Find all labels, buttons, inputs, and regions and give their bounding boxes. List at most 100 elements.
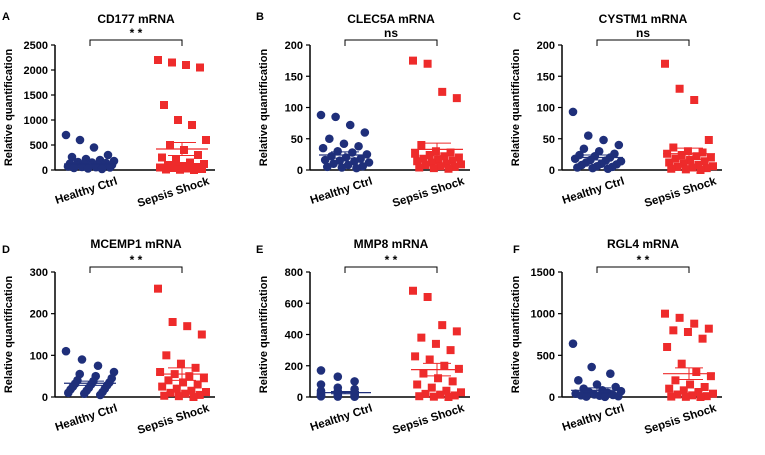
- panel-a-title: CD177 mRNA: [97, 12, 175, 26]
- panel-c-point-sepsis: [677, 151, 686, 159]
- panel-f-point-sepsis: [681, 392, 690, 401]
- panel-b-point-healthy: [354, 141, 363, 151]
- panel-f-point-sepsis: [673, 390, 682, 399]
- panel-e-point-sepsis: [411, 352, 420, 361]
- panel-f-point-sepsis: [692, 368, 701, 376]
- panel-b-point-sepsis: [448, 156, 457, 165]
- panel-d-ytick-label: 200: [30, 309, 48, 321]
- panel-a-ylabel: Relative quantification: [3, 49, 15, 167]
- panel-c-category-label: Healthy Ctrl: [561, 175, 626, 206]
- panel-b-point-sepsis: [436, 162, 445, 171]
- panel-f-ytick-label: 500: [537, 350, 555, 362]
- panel-f-point-healthy: [568, 339, 578, 348]
- panel-c-point-healthy: [573, 163, 582, 172]
- panel-a-point-healthy: [89, 143, 99, 152]
- panel-b-point-sepsis: [442, 159, 451, 168]
- panel-e-point-sepsis: [415, 392, 424, 401]
- panel-f-category-label: Healthy Ctrl: [561, 402, 626, 433]
- panel-c-point-sepsis: [709, 162, 717, 171]
- panel-d-point-sepsis: [197, 330, 206, 339]
- panel-c-point-healthy: [599, 135, 608, 145]
- panel-c-point-sepsis: [704, 136, 713, 144]
- panel-d-point-sepsis: [183, 322, 192, 331]
- panel-b-point-sepsis: [411, 149, 420, 158]
- panel-e-point-sepsis: [457, 388, 465, 397]
- panel-e-point-sepsis: [450, 391, 459, 400]
- panel-b-ytick-label: 0: [297, 165, 303, 177]
- panel-f-point-sepsis: [686, 380, 695, 389]
- panel-e-ytick-label: 600: [285, 298, 303, 310]
- panel-d-title: MCEMP1 mRNA: [90, 237, 182, 251]
- panel-d-ytick-label: 300: [30, 267, 48, 279]
- panel-c-ytick-label: 150: [537, 71, 555, 83]
- panel-e-point-sepsis: [421, 389, 430, 398]
- panel-b-point-sepsis: [431, 147, 440, 156]
- panel-b-point-healthy: [360, 128, 370, 137]
- panel-c-point-sepsis: [679, 159, 688, 168]
- panel-b-category-label: Healthy Ctrl: [309, 175, 374, 206]
- panel-d-point-sepsis: [195, 390, 204, 399]
- panel-a-ytick-label: 2000: [24, 65, 48, 77]
- panel-f-point-sepsis: [706, 372, 715, 381]
- panel-a-point-sepsis: [164, 161, 172, 169]
- panel-b-point-sepsis: [429, 164, 438, 173]
- panel-d-point-sepsis: [172, 384, 181, 393]
- panel-f-point-sepsis: [667, 392, 676, 401]
- panel-f-point-healthy: [600, 392, 610, 402]
- panel-c-point-sepsis: [698, 148, 707, 157]
- panel-e-sig-bracket: [344, 266, 438, 273]
- panel-d-point-sepsis: [158, 382, 167, 391]
- panel-f-point-sepsis: [688, 391, 697, 400]
- panel-a-point-healthy: [103, 150, 113, 160]
- panel-b-category-label: Sepsis Shock: [391, 175, 466, 210]
- panel-f: F RGL4 mRNA Relative quantification 0 500 100…: [510, 237, 722, 437]
- panel-d-point-sepsis: [168, 318, 177, 326]
- panel-a-point-healthy: [105, 163, 115, 172]
- panel-c-point-sepsis: [694, 161, 703, 169]
- panel-c-sig-label: ns: [636, 26, 650, 40]
- panel-a-point-healthy: [97, 164, 107, 174]
- panel-b-ytick-label: 200: [285, 40, 303, 52]
- panel-f-point-sepsis: [679, 386, 688, 395]
- panel-b-point-sepsis: [440, 152, 449, 161]
- panel-b: B CLEC5A mRNA Relative quantification 0 50 10…: [256, 11, 470, 210]
- panel-c-point-sepsis: [692, 152, 701, 161]
- panel-a-point-sepsis: [158, 153, 166, 162]
- panel-c-point-healthy: [570, 154, 580, 164]
- panel-a-point-sepsis: [186, 158, 194, 167]
- panel-d-category-label: Sepsis Shock: [136, 402, 211, 437]
- panel-e-point-sepsis: [413, 380, 422, 389]
- panel-c-sig-bracket: [596, 39, 690, 46]
- panel-a-category-label: Healthy Ctrl: [54, 175, 119, 206]
- panel-e-letter: E: [256, 244, 263, 256]
- panel-f-sig-bracket: [596, 266, 690, 273]
- panel-f-sig-label: * *: [637, 253, 650, 267]
- panel-b-point-sepsis: [423, 59, 432, 68]
- panel-d-sig-label: * *: [130, 253, 143, 267]
- panel-a-point-sepsis: [156, 163, 164, 172]
- panel-f-point-healthy: [582, 392, 591, 401]
- panel-d-point-sepsis: [187, 386, 196, 395]
- panel-c-point-sepsis: [673, 162, 682, 171]
- panel-f-point-healthy: [574, 376, 583, 385]
- panel-e-point-sepsis: [419, 369, 428, 378]
- panel-a-point-sepsis: [184, 164, 192, 173]
- panel-c-point-sepsis: [665, 158, 674, 167]
- panel-c-point-sepsis: [688, 163, 697, 172]
- panel-b-point-sepsis: [417, 141, 426, 149]
- panel-f-point-sepsis: [702, 392, 711, 401]
- panel-e-ytick-label: 400: [285, 330, 303, 342]
- panel-c-point-sepsis: [671, 154, 680, 163]
- panel-e-point-sepsis: [427, 383, 436, 392]
- panel-c-point-sepsis: [675, 84, 684, 93]
- panel-d-point-sepsis: [156, 368, 165, 376]
- panel-f-point-sepsis: [677, 359, 686, 368]
- panel-e-point-healthy: [316, 380, 326, 389]
- panel-b-ylabel: Relative quantification: [258, 49, 270, 167]
- panel-d-point-sepsis: [174, 392, 183, 401]
- panel-b-point-sepsis: [415, 163, 424, 172]
- panel-b-point-sepsis: [444, 164, 453, 173]
- panel-b-point-healthy: [364, 158, 374, 167]
- panel-a-ytick-label: 1500: [24, 90, 48, 102]
